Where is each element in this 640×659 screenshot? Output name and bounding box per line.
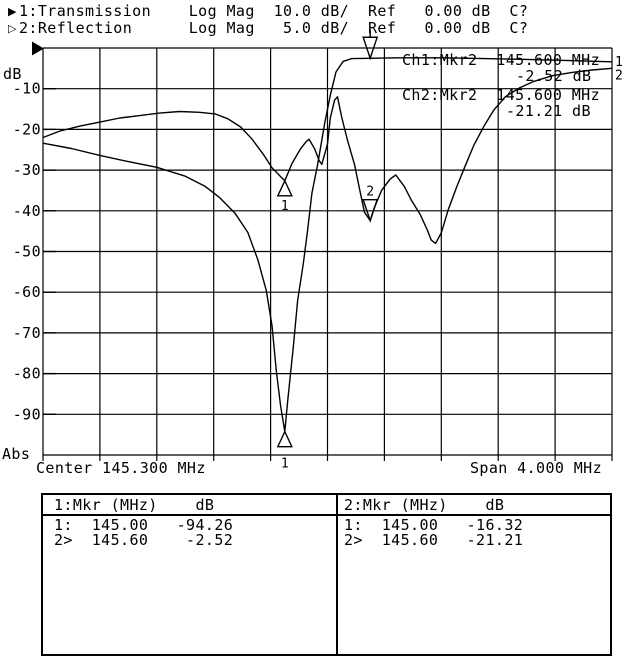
channel2-header-line: 2:Reflection Log Mag 5.0 dB/ Ref 0.00 dB… <box>19 19 529 37</box>
span-label: Span 4.000 MHz <box>470 459 603 477</box>
marker-table-header-rule <box>43 514 610 516</box>
y-axis-tick-label: -10 <box>13 80 41 98</box>
ch2-marker-1-triangle-icon <box>276 179 293 197</box>
marker-table-ch1-row2: 2> 145.60 -2.52 <box>54 531 234 549</box>
inactive-channel-open-triangle-icon: ▷ <box>8 22 17 35</box>
marker-table: 1:Mkr (MHz) dB 1: 145.00 -94.26 2> 145.6… <box>41 493 612 656</box>
ch2-marker-2-label: 2 <box>366 185 374 200</box>
center-frequency-label: Center 145.300 MHz <box>36 459 206 477</box>
marker-table-divider <box>336 495 338 654</box>
ch1-marker-1-triangle-icon <box>276 429 293 448</box>
y-axis-tick-label: -20 <box>13 120 41 138</box>
active-channel-filled-triangle-icon: ▶ <box>8 5 17 18</box>
channel1-header-line: 1:Transmission Log Mag 10.0 dB/ Ref 0.00… <box>19 2 529 20</box>
ch2-marker2-readout-freq: Ch2:Mkr2 145.600 MHz <box>402 86 601 104</box>
ch2-marker-1-label: 1 <box>281 199 289 214</box>
y-axis-abs-label: Abs <box>2 445 31 463</box>
ch2-marker-2-triangle-icon <box>362 198 379 223</box>
marker-table-ch2-row2: 2> 145.60 -21.21 <box>344 531 524 549</box>
marker-table-ch1-header: 1:Mkr (MHz) dB <box>54 496 215 514</box>
y-axis-tick-label: -90 <box>13 405 41 423</box>
ch1-marker2-readout-db: -2.52 dB <box>516 67 592 85</box>
reference-level-marker-icon <box>32 41 44 56</box>
trace-1 <box>42 57 613 433</box>
marker-table-ch1-row1: 1: 145.00 -94.26 <box>54 516 234 534</box>
ch1-marker2-readout-freq: Ch1:Mkr2 145.600 MHz <box>402 51 601 69</box>
y-axis-tick-label: -50 <box>13 243 41 261</box>
ch2-marker2-readout-db: -21.21 dB <box>506 102 591 120</box>
marker-table-ch2-row1: 1: 145.00 -16.32 <box>344 516 524 534</box>
trace-1-end-label: 1 <box>615 55 623 70</box>
ch1-marker-1-label: 1 <box>281 457 289 472</box>
trace-2 <box>42 67 613 245</box>
y-axis-tick-label: -40 <box>13 202 41 220</box>
y-axis-unit-label: dB <box>3 65 22 83</box>
y-axis-tick-label: -30 <box>13 161 41 179</box>
y-axis-tick-label: -60 <box>13 283 41 301</box>
y-axis-tick-label: -70 <box>13 324 41 342</box>
trace-2-end-label: 2 <box>615 68 623 83</box>
marker-table-ch2-header: 2:Mkr (MHz) dB <box>344 496 505 514</box>
y-axis-tick-label: -80 <box>13 365 41 383</box>
